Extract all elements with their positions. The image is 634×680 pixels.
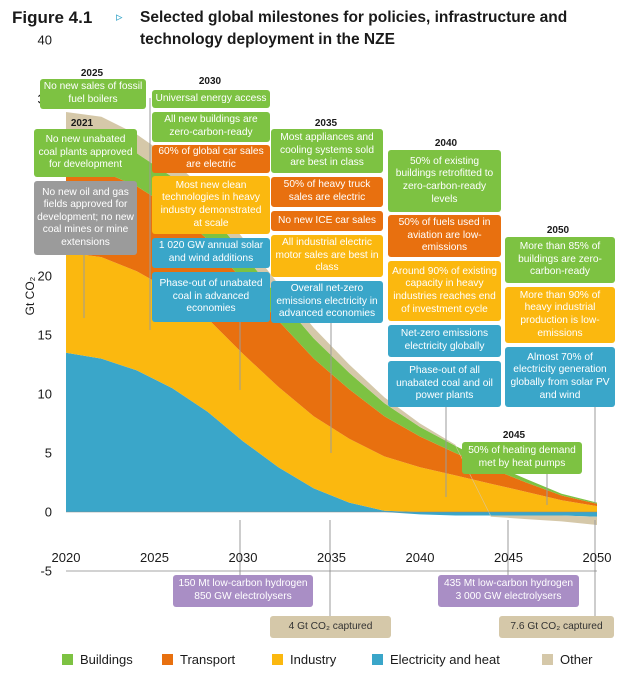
x-tick-label: 2040 <box>406 550 435 565</box>
y-tick-label: 5 <box>45 446 52 461</box>
legend-item-transport: Transport <box>162 652 235 667</box>
milestone-2050-captured: 7.6 Gt CO₂ captured <box>499 616 614 638</box>
year-label-2045: 2045 <box>502 430 526 441</box>
x-tick-label: 2030 <box>229 550 258 565</box>
milestone-2030-access: Universal energy access <box>152 90 270 108</box>
year-label-2030: 2030 <box>198 76 222 87</box>
milestone-2040-aviation: 50% of fuels used in aviation are low-em… <box>388 215 501 257</box>
x-tick-label: 2035 <box>317 550 346 565</box>
area-electricity-and-heat <box>66 352 597 517</box>
y-tick-label: 40 <box>38 33 52 48</box>
year-label-2025: 2025 <box>80 68 104 79</box>
figure-header: Figure 4.1 ▹ Selected global milestones … <box>12 6 624 52</box>
milestone-2030-solar-wind: 1 020 GW annual solar and wind additions <box>152 238 270 268</box>
y-tick-label: 15 <box>38 328 52 343</box>
milestone-2050-industry: More than 90% of heavy industrial produc… <box>505 287 615 343</box>
legend-item-other: Other <box>542 652 593 667</box>
legend-swatch-electricity <box>372 654 383 665</box>
milestone-2050-buildings: More than 85% of buildings are zero-carb… <box>505 237 615 283</box>
milestone-2035-ice: No new ICE car sales <box>271 211 383 231</box>
x-tick-label: 2025 <box>140 550 169 565</box>
milestone-2030-buildings: All new buildings are zero-carbon-ready <box>152 112 270 142</box>
milestone-2030-industry: Most new clean technologies in heavy ind… <box>152 176 270 234</box>
milestone-leaders <box>83 98 596 616</box>
milestone-2040-heavy-industry: Around 90% of existing capacity in heavy… <box>388 261 501 321</box>
milestone-2030-cars: 60% of global car sales are electric <box>152 145 270 173</box>
y-tick-label: -5 <box>40 564 52 579</box>
y-tick-label: 20 <box>38 269 52 284</box>
figure-marker-icon: ▹ <box>116 9 123 24</box>
milestone-2040-phase-out: Phase-out of all unabated coal and oil p… <box>388 361 501 407</box>
milestone-2050-hydrogen: 435 Mt low-carbon hydrogen 3 000 GW elec… <box>438 575 579 607</box>
legend-swatch-other <box>542 654 553 665</box>
milestone-2035-appliances: Most appliances and cooling systems sold… <box>271 129 383 173</box>
legend: Buildings Transport Industry Electricity… <box>62 652 622 670</box>
year-label-2050: 2050 <box>546 225 570 236</box>
milestone-2021-oil-gas: No new oil and gas fields approved for d… <box>34 181 137 255</box>
y-tick-label: 10 <box>38 387 52 402</box>
year-label-2035: 2035 <box>314 118 338 129</box>
x-tick-label: 2020 <box>52 550 81 565</box>
year-label-2021: 2021 <box>70 118 94 129</box>
figure-title: Selected global milestones for policies,… <box>140 9 568 48</box>
legend-swatch-industry <box>272 654 283 665</box>
legend-item-electricity: Electricity and heat <box>372 652 500 667</box>
legend-item-industry: Industry <box>272 652 336 667</box>
milestone-2030-hydrogen: 150 Mt low-carbon hydrogen 850 GW electr… <box>173 575 313 607</box>
milestone-2040-net-zero: Net-zero emissions electricity globally <box>388 325 501 357</box>
milestone-2035-motors: All industrial electric motor sales are … <box>271 235 383 277</box>
x-tick-label: 2050 <box>583 550 612 565</box>
y-tick-label: 0 <box>45 505 52 520</box>
year-label-2040: 2040 <box>434 138 458 149</box>
y-axis-label: Gt CO₂ <box>23 276 37 315</box>
figure-label: Figure 4.1 <box>12 8 93 27</box>
milestone-2035-electricity: Overall net-zero emissions electricity i… <box>271 281 383 323</box>
milestone-2021-coal: No new unabated coal plants approved for… <box>34 129 137 177</box>
x-tick-label: 2045 <box>494 550 523 565</box>
legend-swatch-transport <box>162 654 173 665</box>
legend-item-buildings: Buildings <box>62 652 133 667</box>
milestone-2035-captured: 4 Gt CO₂ captured <box>270 616 391 638</box>
milestone-2045: 50% of heating demand met by heat pumps <box>462 442 582 474</box>
milestone-2040-retrofit: 50% of existing buildings retrofitted to… <box>388 150 501 212</box>
milestone-2035-trucks: 50% of heavy truck sales are electric <box>271 177 383 207</box>
legend-swatch-buildings <box>62 654 73 665</box>
milestone-2025: No new sales of fossil fuel boilers <box>40 79 146 109</box>
milestone-2030-coal: Phase-out of unabated coal in advanced e… <box>152 272 270 322</box>
milestone-2050-electricity: Almost 70% of electricity generation glo… <box>505 347 615 407</box>
